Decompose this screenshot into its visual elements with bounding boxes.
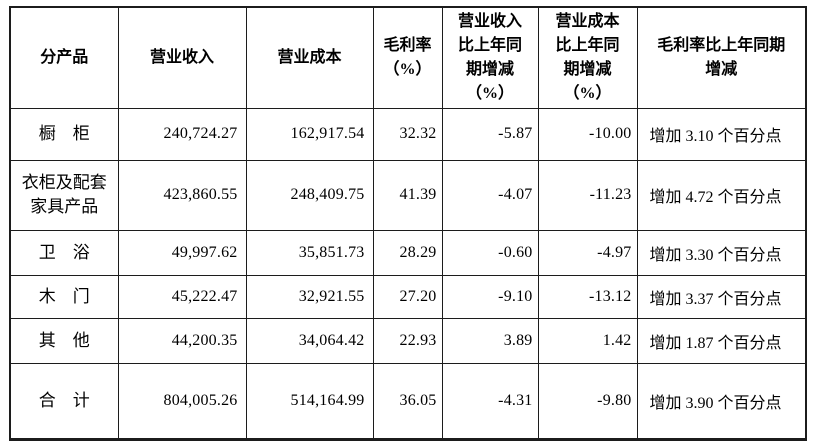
gross-margin-cell: 27.20	[372, 274, 443, 319]
col-header-cost: 营业成本	[245, 6, 374, 109]
revenue-cell: 45,222.47	[117, 274, 247, 319]
cost-yoy-cell: -13.12	[537, 274, 638, 319]
col-header-gross-margin: 毛利率 （%）	[372, 6, 443, 109]
col-header-revenue: 营业收入	[117, 6, 247, 109]
gross-margin-cell: 41.39	[372, 159, 443, 231]
col-header-cost-yoy: 营业成本 比上年同 期增减 （%）	[537, 6, 638, 109]
product-cell: 其 他	[9, 317, 119, 364]
gross-margin-cell: 32.32	[372, 107, 443, 161]
table-row-total: 合 计 804,005.26 514,164.99 36.05 -4.31 -9…	[9, 362, 807, 440]
cost-yoy-cell: 1.42	[537, 317, 638, 364]
revenue-yoy-cell: -5.87	[441, 107, 539, 161]
revenue-cell: 804,005.26	[117, 362, 247, 440]
cost-cell: 32,921.55	[245, 274, 374, 319]
product-cell: 木 门	[9, 274, 119, 319]
table-row-cabinets: 橱 柜 240,724.27 162,917.54 32.32 -5.87 -1…	[9, 107, 807, 161]
gross-margin-yoy-cell: 增加 3.90 个百分点	[636, 362, 807, 440]
cost-cell: 34,064.42	[245, 317, 374, 364]
product-cell: 衣柜及配套 家具产品	[9, 159, 119, 231]
cost-yoy-cell: -10.00	[537, 107, 638, 161]
gross-margin-cell: 28.29	[372, 229, 443, 276]
gross-margin-cell: 22.93	[372, 317, 443, 364]
revenue-yoy-cell: 3.89	[441, 317, 539, 364]
gross-margin-cell: 36.05	[372, 362, 443, 440]
revenue-yoy-cell: -0.60	[441, 229, 539, 276]
cost-yoy-cell: -4.97	[537, 229, 638, 276]
gross-margin-yoy-cell: 增加 3.37 个百分点	[636, 274, 807, 319]
col-header-product: 分产品	[9, 6, 119, 109]
revenue-cell: 423,860.55	[117, 159, 247, 231]
table-row-wardrobes: 衣柜及配套 家具产品 423,860.55 248,409.75 41.39 -…	[9, 159, 807, 231]
revenue-yoy-cell: -4.07	[441, 159, 539, 231]
product-financials-table: 分产品 营业收入 营业成本 毛利率 （%） 营业收入 比上年同 期增减 （%） …	[9, 6, 807, 441]
cost-cell: 514,164.99	[245, 362, 374, 440]
revenue-yoy-cell: -4.31	[441, 362, 539, 440]
revenue-yoy-cell: -9.10	[441, 274, 539, 319]
gross-margin-yoy-cell: 增加 1.87 个百分点	[636, 317, 807, 364]
cost-cell: 35,851.73	[245, 229, 374, 276]
revenue-cell: 49,997.62	[117, 229, 247, 276]
gross-margin-yoy-cell: 增加 3.30 个百分点	[636, 229, 807, 276]
header-row: 分产品 营业收入 营业成本 毛利率 （%） 营业收入 比上年同 期增减 （%） …	[9, 6, 807, 109]
revenue-cell: 44,200.35	[117, 317, 247, 364]
gross-margin-yoy-cell: 增加 3.10 个百分点	[636, 107, 807, 161]
table-row-wooden-doors: 木 门 45,222.47 32,921.55 27.20 -9.10 -13.…	[9, 274, 807, 319]
revenue-cell: 240,724.27	[117, 107, 247, 161]
product-cell: 卫 浴	[9, 229, 119, 276]
cost-yoy-cell: -9.80	[537, 362, 638, 440]
gross-margin-yoy-cell: 增加 4.72 个百分点	[636, 159, 807, 231]
cost-cell: 248,409.75	[245, 159, 374, 231]
product-cell: 橱 柜	[9, 107, 119, 161]
table-row-bathroom: 卫 浴 49,997.62 35,851.73 28.29 -0.60 -4.9…	[9, 229, 807, 276]
col-header-gross-margin-yoy: 毛利率比上年同期 增减	[636, 6, 807, 109]
product-cell: 合 计	[9, 362, 119, 440]
table-row-others: 其 他 44,200.35 34,064.42 22.93 3.89 1.42 …	[9, 317, 807, 364]
cost-yoy-cell: -11.23	[537, 159, 638, 231]
col-header-revenue-yoy: 营业收入 比上年同 期增减 （%）	[441, 6, 539, 109]
cost-cell: 162,917.54	[245, 107, 374, 161]
